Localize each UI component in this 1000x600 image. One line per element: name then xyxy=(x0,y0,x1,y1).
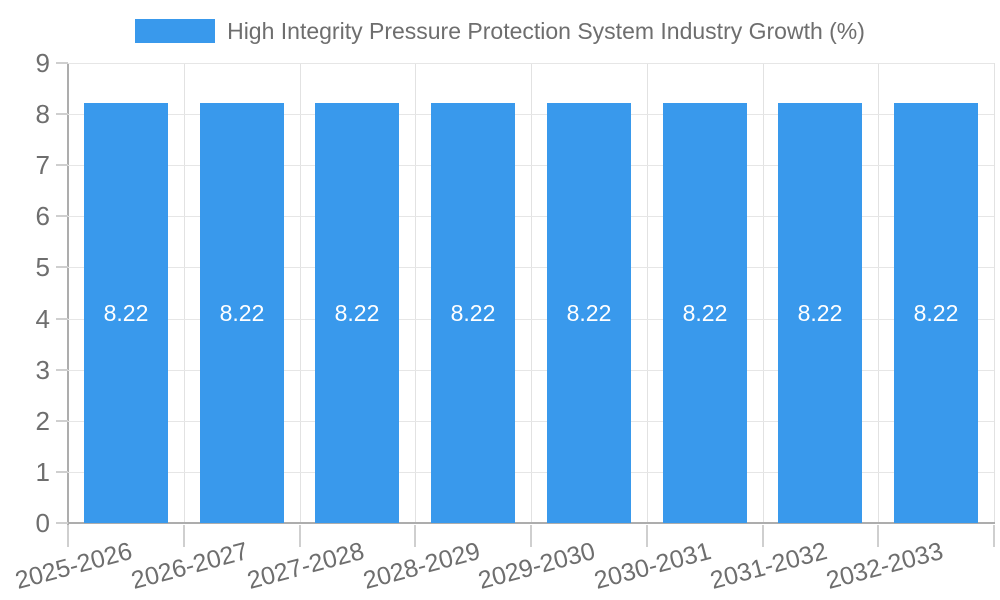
y-axis-line xyxy=(67,63,69,525)
bar-value-label: 8.22 xyxy=(334,300,380,326)
v-gridline xyxy=(878,63,879,523)
y-axis-label: 3 xyxy=(35,355,50,385)
bar-value-label: 8.22 xyxy=(797,300,843,326)
h-gridline xyxy=(68,165,994,166)
y-axis-tick xyxy=(56,318,68,320)
h-gridline xyxy=(68,370,994,371)
x-axis-tick xyxy=(299,525,301,547)
v-gridline xyxy=(994,63,995,523)
x-axis-label: 2027-2028 xyxy=(244,536,367,595)
x-axis-tick xyxy=(993,525,995,547)
v-gridline xyxy=(647,63,648,523)
legend-swatch[interactable] xyxy=(135,19,216,43)
bar-value-label: 8.22 xyxy=(103,300,149,326)
x-axis-label: 2032-2033 xyxy=(822,536,946,595)
y-axis-tick xyxy=(56,369,68,371)
h-gridline xyxy=(68,63,994,64)
x-axis-tick xyxy=(183,525,185,547)
bar-2026-2027[interactable]: 8.22 xyxy=(200,103,284,523)
x-axis-label: 2028-2029 xyxy=(359,536,483,595)
h-gridline xyxy=(68,472,994,473)
v-gridline xyxy=(415,63,416,523)
legend-label[interactable]: High Integrity Pressure Protection Syste… xyxy=(227,17,865,44)
bar-value-label: 8.22 xyxy=(566,300,612,326)
x-axis-line xyxy=(67,522,995,524)
y-axis-label: 7 xyxy=(35,150,50,180)
x-axis-label: 2025-2026 xyxy=(12,536,136,595)
y-axis-label: 8 xyxy=(35,99,50,129)
x-axis-tick xyxy=(67,525,69,547)
y-axis-label: 0 xyxy=(35,508,50,538)
x-axis-label: 2026-2027 xyxy=(128,536,252,595)
x-axis-tick xyxy=(414,525,416,547)
y-axis-tick xyxy=(56,522,68,524)
bar-2029-2030[interactable]: 8.22 xyxy=(547,103,631,523)
bar-value-label: 8.22 xyxy=(682,300,728,326)
h-gridline xyxy=(68,267,994,268)
bar-value-label: 8.22 xyxy=(913,300,959,326)
y-axis-label: 5 xyxy=(35,252,50,282)
y-axis-label: 4 xyxy=(35,304,50,334)
v-gridline xyxy=(531,63,532,523)
x-axis-label: 2029-2030 xyxy=(475,536,599,595)
y-axis-tick xyxy=(56,266,68,268)
bar-value-label: 8.22 xyxy=(219,300,265,326)
y-axis-label: 1 xyxy=(35,457,50,487)
v-gridline xyxy=(300,63,301,523)
v-gridline xyxy=(763,63,764,523)
bar-2032-2033[interactable]: 8.22 xyxy=(894,103,978,523)
y-axis-tick xyxy=(56,113,68,115)
y-axis-tick xyxy=(56,215,68,217)
h-gridline xyxy=(68,421,994,422)
x-axis-label: 2031-2032 xyxy=(707,536,830,595)
legend: High Integrity Pressure Protection Syste… xyxy=(0,12,1000,50)
h-gridline xyxy=(68,319,994,320)
y-axis-tick xyxy=(56,471,68,473)
bar-value-label: 8.22 xyxy=(450,300,496,326)
h-gridline xyxy=(68,114,994,115)
v-gridline xyxy=(184,63,185,523)
y-axis-label: 6 xyxy=(35,201,50,231)
bar-2030-2031[interactable]: 8.22 xyxy=(663,103,747,523)
y-axis-tick xyxy=(56,62,68,64)
bar-2028-2029[interactable]: 8.22 xyxy=(431,103,515,523)
x-axis-tick xyxy=(530,525,532,547)
y-axis-label: 2 xyxy=(35,406,50,436)
y-axis-label: 9 xyxy=(35,48,50,78)
x-axis-tick xyxy=(877,525,879,547)
bar-2031-2032[interactable]: 8.22 xyxy=(778,103,862,523)
bar-2025-2026[interactable]: 8.22 xyxy=(84,103,168,523)
x-axis-label: 2030-2031 xyxy=(591,536,715,595)
y-axis-tick xyxy=(56,164,68,166)
y-axis-tick xyxy=(56,420,68,422)
h-gridline xyxy=(68,216,994,217)
x-axis-tick xyxy=(646,525,648,547)
bar-2027-2028[interactable]: 8.22 xyxy=(315,103,399,523)
x-axis-tick xyxy=(762,525,764,547)
